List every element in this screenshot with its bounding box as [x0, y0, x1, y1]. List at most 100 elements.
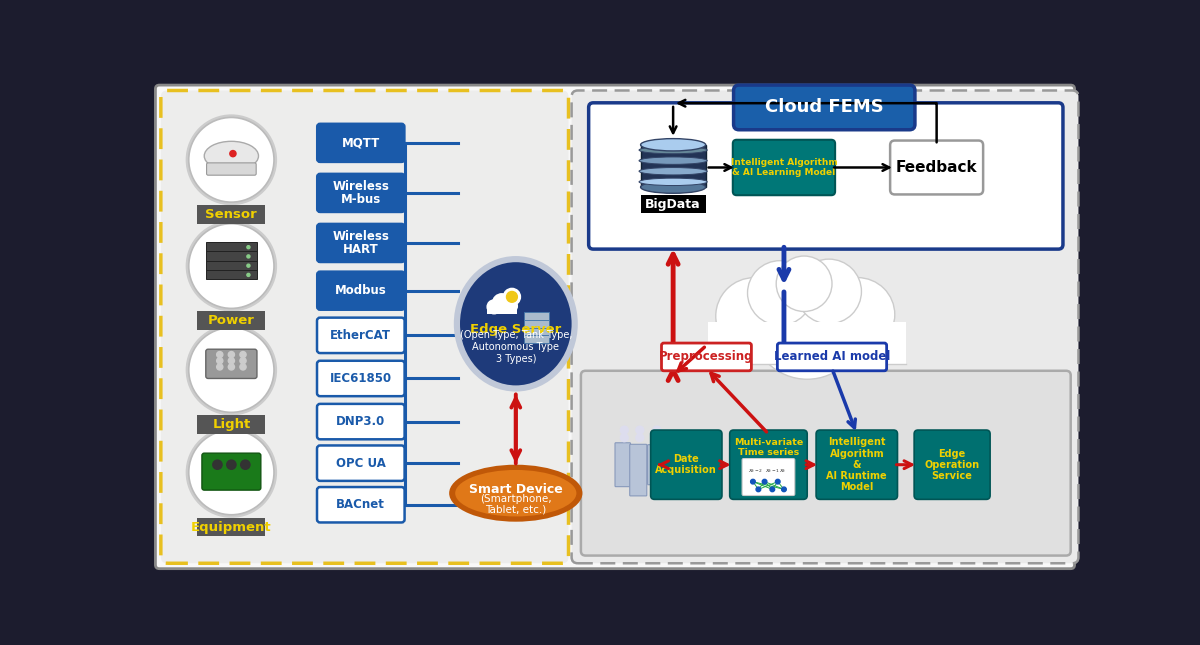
Circle shape	[186, 221, 277, 312]
Circle shape	[228, 358, 234, 364]
Circle shape	[492, 293, 511, 312]
FancyBboxPatch shape	[890, 141, 983, 194]
Circle shape	[228, 352, 234, 358]
Ellipse shape	[204, 141, 258, 170]
FancyBboxPatch shape	[206, 261, 257, 270]
Circle shape	[188, 117, 274, 202]
Text: Date
Acquisition: Date Acquisition	[655, 454, 718, 475]
Circle shape	[240, 352, 246, 358]
Ellipse shape	[641, 181, 706, 193]
Text: DNP3.0: DNP3.0	[336, 415, 385, 428]
Circle shape	[635, 426, 644, 435]
Text: Wireless
M-bus: Wireless M-bus	[332, 180, 389, 206]
Circle shape	[505, 300, 517, 312]
Circle shape	[619, 426, 629, 435]
FancyBboxPatch shape	[317, 174, 404, 212]
Circle shape	[635, 433, 644, 442]
Text: Edge
Operation
Service: Edge Operation Service	[924, 448, 979, 481]
Text: Smart Device: Smart Device	[469, 483, 563, 496]
FancyBboxPatch shape	[914, 430, 990, 499]
Text: (Smartphone,
Tablet, etc.): (Smartphone, Tablet, etc.)	[480, 493, 552, 514]
FancyBboxPatch shape	[524, 320, 550, 328]
FancyBboxPatch shape	[581, 371, 1070, 555]
Text: Edge Server: Edge Server	[470, 323, 562, 337]
Text: (Open Type, Tank Type,
Autonomous Type
3 Types): (Open Type, Tank Type, Autonomous Type 3…	[460, 330, 572, 364]
FancyBboxPatch shape	[317, 224, 404, 263]
FancyBboxPatch shape	[733, 140, 835, 195]
Circle shape	[247, 264, 250, 267]
FancyBboxPatch shape	[156, 85, 1074, 569]
FancyBboxPatch shape	[317, 272, 404, 310]
Text: $x_{t-1}$: $x_{t-1}$	[764, 468, 780, 475]
Circle shape	[188, 328, 274, 412]
Ellipse shape	[454, 256, 578, 392]
Ellipse shape	[640, 168, 707, 175]
FancyBboxPatch shape	[650, 430, 722, 499]
FancyBboxPatch shape	[317, 361, 404, 396]
FancyBboxPatch shape	[571, 90, 1079, 563]
Text: MQTT: MQTT	[342, 136, 380, 150]
Circle shape	[504, 288, 521, 305]
Ellipse shape	[640, 178, 707, 186]
Ellipse shape	[640, 146, 707, 154]
FancyBboxPatch shape	[524, 335, 550, 343]
FancyBboxPatch shape	[487, 306, 516, 313]
Circle shape	[775, 479, 780, 484]
FancyBboxPatch shape	[648, 444, 664, 485]
Circle shape	[188, 224, 274, 308]
Circle shape	[247, 246, 250, 249]
FancyBboxPatch shape	[317, 404, 404, 439]
Text: $x_t$: $x_t$	[779, 468, 787, 475]
Ellipse shape	[460, 263, 571, 386]
Text: Equipment: Equipment	[191, 521, 271, 533]
Text: Preprocessing: Preprocessing	[659, 350, 754, 363]
FancyBboxPatch shape	[202, 453, 260, 490]
Circle shape	[653, 426, 661, 435]
Circle shape	[821, 277, 895, 352]
Text: Multi-variate
Time series: Multi-variate Time series	[734, 439, 803, 457]
Circle shape	[217, 352, 223, 358]
FancyBboxPatch shape	[641, 195, 706, 213]
Circle shape	[217, 358, 223, 364]
FancyBboxPatch shape	[816, 430, 898, 499]
FancyBboxPatch shape	[197, 205, 265, 224]
Text: Learned AI model: Learned AI model	[774, 350, 890, 363]
Circle shape	[230, 150, 236, 157]
FancyBboxPatch shape	[641, 144, 706, 187]
Text: Power: Power	[208, 314, 254, 327]
Ellipse shape	[454, 468, 578, 518]
Circle shape	[619, 433, 629, 442]
Circle shape	[227, 460, 236, 470]
Circle shape	[770, 487, 775, 491]
FancyBboxPatch shape	[197, 518, 265, 537]
FancyBboxPatch shape	[317, 317, 404, 353]
Circle shape	[506, 292, 517, 303]
Circle shape	[751, 268, 863, 379]
Circle shape	[247, 255, 250, 258]
FancyBboxPatch shape	[524, 328, 550, 335]
Text: Intelligent
Algorithm
&
AI Runtime
Model: Intelligent Algorithm & AI Runtime Model	[827, 437, 887, 492]
Circle shape	[186, 114, 277, 205]
FancyBboxPatch shape	[317, 446, 404, 481]
FancyBboxPatch shape	[708, 322, 906, 364]
FancyBboxPatch shape	[630, 444, 647, 496]
Text: OPC UA: OPC UA	[336, 457, 385, 470]
Circle shape	[188, 430, 274, 515]
Text: Intelligent Algorithm
& AI Learning Model: Intelligent Algorithm & AI Learning Mode…	[731, 158, 838, 177]
Circle shape	[715, 277, 793, 355]
Circle shape	[756, 487, 761, 491]
Circle shape	[247, 273, 250, 277]
Text: Cloud FEMS: Cloud FEMS	[764, 99, 883, 117]
FancyBboxPatch shape	[197, 415, 265, 434]
Ellipse shape	[641, 139, 706, 151]
Circle shape	[186, 427, 277, 518]
Circle shape	[751, 479, 755, 484]
Circle shape	[762, 479, 767, 484]
FancyBboxPatch shape	[733, 85, 914, 130]
FancyBboxPatch shape	[661, 343, 751, 371]
FancyBboxPatch shape	[317, 487, 404, 522]
FancyBboxPatch shape	[206, 242, 257, 252]
Circle shape	[240, 364, 246, 370]
Text: BACnet: BACnet	[336, 498, 385, 511]
Text: Feedback: Feedback	[896, 160, 978, 175]
